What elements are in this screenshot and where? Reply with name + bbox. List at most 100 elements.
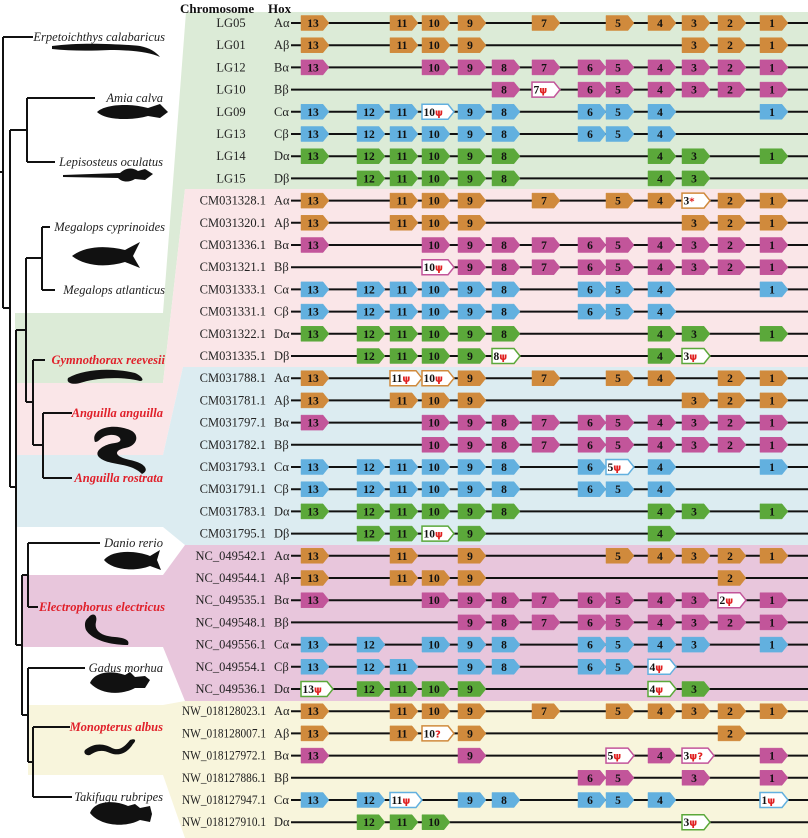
hox-gene-3: 3 [681, 770, 711, 786]
hox-gene-10: 10 [421, 592, 451, 608]
gene-arrow [300, 548, 330, 564]
hox-gene-13: 13 [300, 237, 330, 253]
gene-arrow [759, 59, 789, 76]
gene-label: 13 [307, 395, 319, 407]
gene-label: 3 [691, 617, 697, 629]
gene-label: 7 [541, 706, 547, 718]
gene-label: 5 [615, 617, 621, 629]
gene-arrow [300, 237, 330, 253]
gene-label: 2 [727, 395, 733, 407]
gene-arrow [759, 15, 789, 31]
cluster-row: CM031333.1 Cα 13 12 11 10 9 8 6 5 4 1 [200, 281, 808, 298]
hox-gene-5: 5 [605, 59, 635, 76]
gene-arrow [605, 370, 635, 386]
hox-cluster-label: Aβ [274, 571, 289, 585]
gene-number: 10 [424, 107, 436, 119]
gene-label: 10 [428, 573, 440, 585]
hox-gene-13: 13 [300, 592, 330, 608]
gene-arrow [605, 15, 635, 31]
gene-arrow [421, 348, 451, 364]
gene-label: 13 [307, 151, 319, 163]
gene-number: 4 [650, 662, 656, 674]
gene-arrow [300, 459, 330, 475]
cluster-row: CM031331.1 Cβ 13 12 11 10 9 8 6 5 4 [200, 303, 808, 320]
hox-gene-4: 4 [647, 348, 677, 364]
gene-arrow [759, 747, 789, 764]
gene-arrow [681, 347, 711, 365]
gene-arrow [717, 614, 747, 631]
hox-gene-13: 13 [300, 37, 330, 53]
gene-label: 8 [501, 85, 507, 97]
gene-label: 3 [691, 684, 697, 696]
gene-label: 12 [363, 329, 375, 341]
hox-gene-4: 4 [647, 459, 677, 475]
gene-arrow [356, 148, 386, 164]
gene-arrow [647, 104, 677, 120]
gene-label: 5 [615, 640, 621, 652]
chromosome-label: CM031788.1 [200, 371, 266, 385]
gene-arrow [457, 392, 487, 409]
hox-gene-2: 2 [717, 548, 747, 564]
hox-gene-10-pseudo: 10ψ [421, 258, 455, 276]
cluster-row: NC_049544.1 Aβ 13 11 10 9 2 [196, 570, 808, 586]
gene-arrow [759, 281, 789, 298]
gene-label: 1 [769, 373, 775, 385]
cluster-row: CM031791.1 Cβ 13 12 11 10 9 8 6 5 4 [200, 481, 808, 497]
hox-gene-3: 3 [681, 414, 711, 431]
gene-label: 13 [307, 595, 319, 607]
gene-label: 2 [727, 240, 733, 252]
cluster-row: CM031328.1 Aα 13 11 10 9 7 5 4 3* 2 1 [200, 192, 808, 209]
gene-label: 2 [727, 218, 733, 230]
gene-arrow [605, 281, 635, 298]
hox-gene-5: 5 [605, 237, 635, 253]
gene-label: 9 [467, 728, 473, 740]
hox-gene-8: 8 [491, 659, 521, 675]
gene-label: 13 [307, 240, 319, 252]
hox-gene-3: 3 [681, 170, 711, 187]
gene-label: 3 [691, 62, 697, 74]
gene-label: 1 [769, 262, 775, 274]
gene-arrow [647, 81, 677, 98]
hox-gene-8: 8 [491, 326, 521, 342]
gene-label: 5ψ [608, 751, 622, 763]
hox-gene-7: 7 [531, 192, 561, 209]
gene-label: 5 [615, 440, 621, 452]
gene-arrow [759, 215, 789, 231]
gene-label: 7 [541, 262, 547, 274]
pseudogene-mark: ψ [402, 796, 410, 807]
hox-cluster-label: Bβ [274, 260, 289, 274]
gene-arrow [421, 414, 451, 431]
gene-label: 12 [363, 151, 375, 163]
hox-gene-10: 10 [421, 170, 451, 187]
hox-gene-4: 4 [647, 259, 677, 275]
gene-arrow [421, 369, 455, 387]
gene-arrow [356, 281, 386, 298]
gene-label: 1 [769, 462, 775, 474]
band-anguilla-rostrata [15, 367, 808, 545]
gene-arrow [457, 503, 487, 520]
gene-label: 4 [657, 284, 663, 296]
species-label: Erpetoichthys calabaricus [32, 30, 165, 44]
gene-label: 2 [727, 373, 733, 385]
gene-label: 5 [615, 773, 621, 785]
gene-label: 6 [587, 107, 593, 119]
hox-gene-10: 10 [421, 636, 451, 653]
gene-label: 13 [307, 40, 319, 52]
chromosome-label: CM031781.1 [200, 393, 266, 407]
hox-gene-8: 8 [491, 614, 521, 631]
gene-label: 7 [541, 196, 547, 208]
cluster-row: LG15 Dβ 12 11 10 9 8 4 3 [216, 170, 808, 187]
species-label: Amia calva [105, 91, 163, 105]
gene-arrow [356, 326, 386, 342]
hox-gene-3-pseudo: 3ψ? [681, 747, 715, 764]
hox-gene-2: 2 [717, 37, 747, 53]
gene-label: 11 [397, 529, 408, 541]
gene-arrow [681, 681, 711, 697]
gene-label: 8 [501, 107, 507, 119]
hox-gene-8: 8 [491, 148, 521, 164]
hox-gene-4: 4 [647, 481, 677, 497]
hox-gene-9: 9 [457, 548, 487, 564]
gene-label: 9 [467, 307, 473, 319]
gene-label: 1 [769, 40, 775, 52]
gene-label: 1 [769, 706, 775, 718]
